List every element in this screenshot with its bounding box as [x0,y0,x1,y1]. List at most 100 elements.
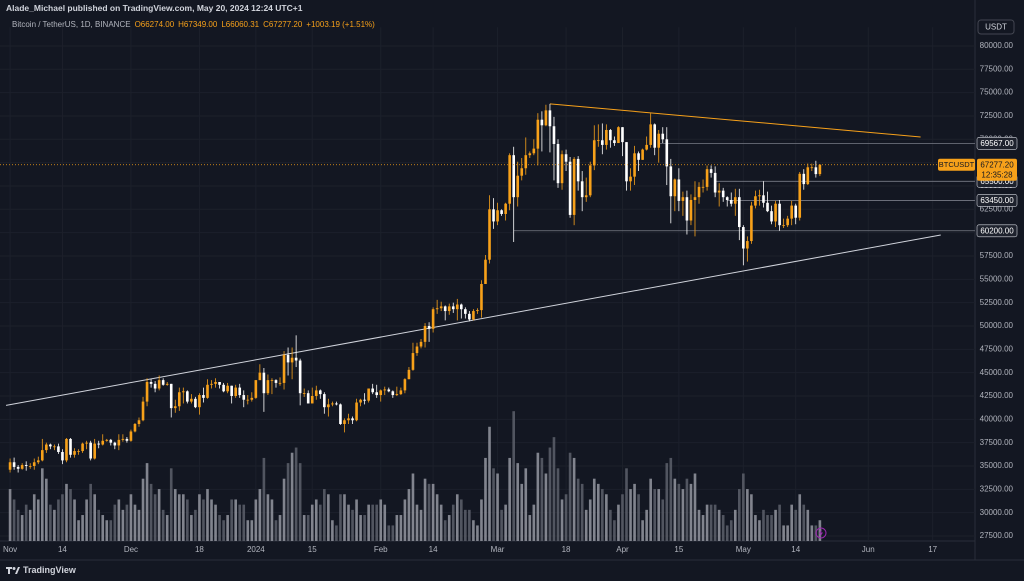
volume-bar [391,525,395,541]
volume-bar [443,520,447,541]
candle-body [145,381,149,402]
candle-body [250,397,254,400]
candle-body [617,127,620,144]
volume-bar [560,499,564,541]
volume-bar [596,483,600,541]
candle-body [641,149,644,160]
volume-bar [697,509,701,541]
candle-body [89,442,92,459]
candle-body [141,401,145,421]
candle-body [77,451,80,452]
candle-body [673,179,677,197]
event-icon-bolt [819,529,823,537]
candle-body [234,387,238,396]
candle-body [331,403,334,405]
candle-body [254,380,258,398]
candle-body [274,380,278,383]
candle-body [379,390,383,396]
candle-body [186,391,189,402]
candle-body [182,391,185,393]
volume-bar [186,499,189,541]
volume-bar [20,515,24,541]
candle-body [536,119,540,149]
y-tick-label: 37500.00 [980,438,1014,447]
candle-body [806,167,810,185]
candle-body [435,308,439,310]
candle-body [125,438,129,441]
x-tick-label: 14 [791,545,800,554]
candle-body [460,304,463,310]
volume-bar [339,494,342,541]
candle-body [65,438,68,461]
candle-body [568,161,572,215]
volume-bar [85,499,88,541]
volume-bar [540,457,544,541]
candle-body [621,127,624,143]
volume-bar [81,515,84,541]
volume-bar [407,489,411,541]
x-tick-label: 17 [928,545,937,554]
candle-body [427,325,431,329]
candle-body [492,209,495,222]
volume-bar [613,520,616,541]
candle-body [633,153,636,177]
y-tick-label: 30000.00 [980,508,1014,517]
volume-bar [516,463,520,541]
candle-body [605,129,608,145]
volume-bar [318,504,322,541]
volume-bar [258,489,262,541]
volume-bar [218,515,221,541]
volume-bar [16,509,20,541]
y-tick-label: 40000.00 [980,414,1014,423]
candle-body [480,283,483,311]
candle-body [121,438,125,440]
volume-bar [746,489,749,541]
volume-bar [69,489,72,541]
currency-label: USDT [985,23,1007,32]
volume-bar [250,520,254,541]
volume-bar [97,509,101,541]
volume-bar [617,504,620,541]
volume-bar [464,509,467,541]
volume-bar [53,509,56,541]
volume-bar [782,525,785,541]
candle-body [754,196,757,206]
volume-bar [576,478,580,541]
volume-bar [194,509,197,541]
candle-body [53,446,56,448]
candle-body [560,154,564,184]
candle-body [28,465,32,467]
candle-body [359,399,362,403]
volume-bar [32,494,36,541]
volume-bar [133,504,137,541]
volume-bar [343,494,346,541]
x-tick-label: 15 [308,545,317,554]
candle-body [512,155,515,198]
candle-body [681,197,685,201]
y-tick-label: 50000.00 [980,321,1014,330]
volume-bar [387,525,391,541]
candle-body [665,139,669,167]
volume-bar [810,525,814,541]
candle-body [16,466,20,469]
candle-body [572,158,576,215]
candle-body [516,175,520,198]
candle-body [584,195,588,198]
candle-body [93,443,96,459]
volume-bar [93,494,96,541]
volume-bar [314,499,318,541]
volume-bar [532,504,536,541]
y-tick-label: 35000.00 [980,461,1014,470]
volume-bar [129,494,133,541]
volume-bar [770,515,773,541]
candle-body [226,385,229,392]
y-tick-label: 57500.00 [980,251,1014,260]
candle-body [750,205,753,242]
candle-body [729,199,733,204]
volume-bar [198,494,201,541]
x-tick-label: Feb [374,545,388,554]
candle-body [85,442,88,444]
x-tick-label: Dec [124,545,138,554]
level-label: 63450.00 [980,196,1014,205]
